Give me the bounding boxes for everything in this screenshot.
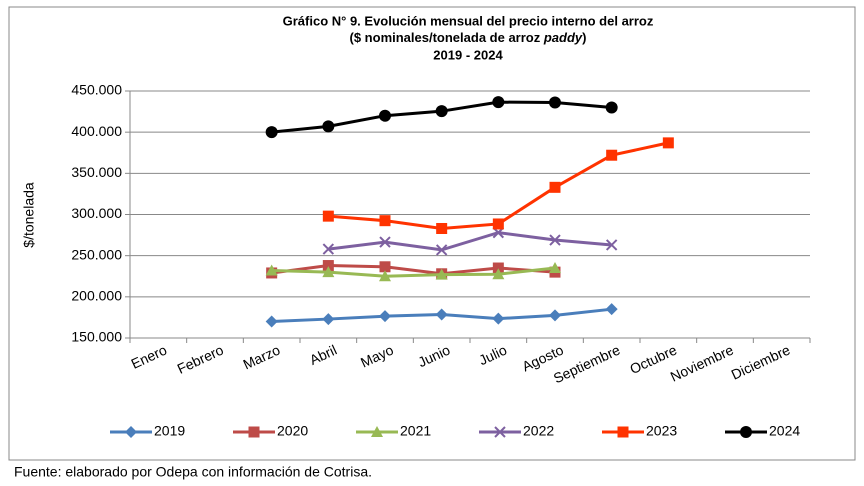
point — [549, 309, 561, 322]
chart-border — [8, 6, 856, 461]
point — [379, 215, 391, 227]
series-line — [271, 266, 556, 278]
point — [265, 264, 278, 276]
y-tick-label: 350.000 — [71, 164, 122, 180]
point — [492, 262, 504, 274]
point — [379, 109, 391, 122]
point — [265, 315, 278, 328]
legend-marker — [617, 426, 629, 438]
point — [265, 126, 278, 139]
legend-marker — [740, 426, 752, 438]
chart-title: Gráfico N° 9. Evolución mensual del prec… — [283, 13, 654, 28]
chart-subtitle: ($ nominales/tonelada de arroz paddy) — [350, 30, 587, 45]
point — [322, 260, 334, 272]
point — [606, 149, 618, 161]
point — [379, 236, 391, 248]
legend-marker — [371, 426, 383, 437]
point — [322, 210, 334, 222]
point — [492, 96, 505, 109]
point — [435, 268, 448, 280]
point — [436, 222, 448, 234]
point — [605, 239, 618, 251]
y-tick-label: 300.000 — [71, 205, 122, 221]
y-axis-label: $/tonelada — [21, 182, 37, 248]
point — [662, 137, 674, 149]
series-line — [328, 231, 612, 252]
point — [549, 234, 561, 246]
point — [322, 243, 335, 255]
point — [435, 105, 448, 118]
legend-label: 2022 — [523, 423, 554, 439]
point — [549, 181, 561, 193]
y-tick-label: 150.000 — [71, 329, 122, 345]
point — [322, 120, 335, 133]
legend-marker — [494, 426, 506, 438]
legend-label: 2021 — [400, 423, 431, 439]
legend-label: 2020 — [277, 423, 308, 439]
point — [379, 270, 391, 282]
point — [492, 312, 505, 325]
point — [492, 218, 504, 230]
point — [549, 96, 561, 109]
point — [605, 303, 618, 316]
subtitle-part: ($ nominales/tonelada de arroz — [350, 30, 544, 45]
point — [322, 313, 335, 326]
source-note: Fuente: elaborado por Odepa con informac… — [14, 464, 372, 480]
y-tick-label: 250.000 — [71, 246, 122, 262]
y-tick-label: 200.000 — [71, 288, 122, 304]
subtitle-part: ) — [582, 30, 586, 45]
point — [549, 262, 561, 274]
series-line — [271, 264, 556, 276]
legend-label: 2023 — [646, 423, 677, 439]
legend-marker — [248, 426, 260, 438]
legend-label: 2024 — [769, 423, 800, 439]
legend-label: 2019 — [154, 423, 185, 439]
point — [322, 266, 335, 278]
subtitle-part: paddy — [543, 30, 583, 45]
point — [379, 310, 391, 323]
point — [605, 101, 618, 114]
legend-marker — [125, 426, 137, 438]
y-tick-label: 400.000 — [71, 123, 122, 139]
point — [379, 261, 391, 273]
point — [435, 244, 448, 256]
chart-years: 2019 - 2024 — [433, 47, 503, 62]
point — [492, 268, 505, 280]
y-tick-label: 450.000 — [71, 82, 122, 98]
point — [435, 308, 448, 321]
